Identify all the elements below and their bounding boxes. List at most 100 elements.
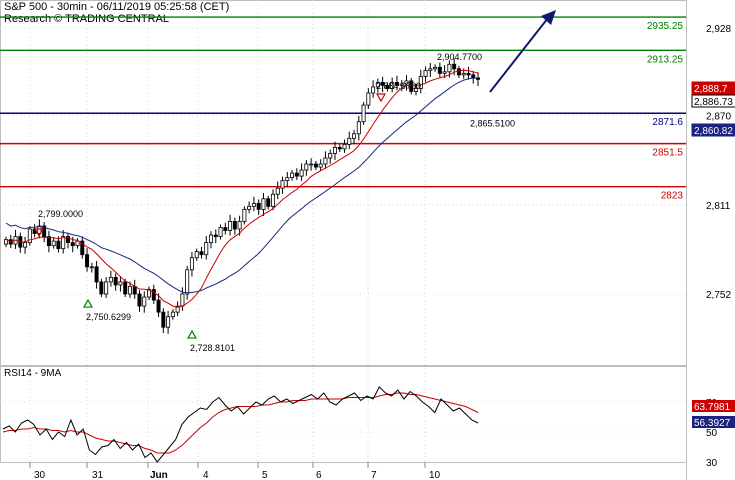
price-tag-label: 2,886.73 bbox=[694, 97, 733, 108]
fast-ma-line bbox=[5, 69, 479, 308]
rsi-tag bbox=[692, 416, 735, 428]
candle-body bbox=[256, 202, 261, 210]
rsi-tag-label: 63.7981 bbox=[694, 402, 731, 413]
candle-body bbox=[94, 266, 99, 283]
candle-body bbox=[313, 163, 318, 168]
price-annotation: 2,904.7700 bbox=[437, 52, 482, 62]
candle-body bbox=[261, 198, 266, 210]
candle-body bbox=[185, 269, 190, 295]
candle-body bbox=[337, 146, 342, 150]
candle-body bbox=[328, 153, 333, 159]
candle-body bbox=[270, 193, 275, 207]
candle-body bbox=[437, 66, 442, 74]
candle-body bbox=[418, 75, 423, 89]
candle-body bbox=[180, 293, 185, 307]
candle-body bbox=[247, 205, 252, 210]
candle-body bbox=[342, 143, 347, 150]
price-tag-label: 2,860.82 bbox=[694, 126, 733, 137]
forecast-arrow-head bbox=[541, 10, 556, 25]
candle-body bbox=[42, 225, 47, 237]
candle-body bbox=[75, 240, 80, 247]
candle-body bbox=[161, 311, 166, 328]
candle-body bbox=[237, 221, 242, 230]
candle-body bbox=[213, 234, 218, 237]
rsi-tag bbox=[692, 400, 735, 412]
swing-high-marker bbox=[33, 228, 45, 238]
candle-body bbox=[366, 92, 371, 106]
rsi-panel-title: RSI14 - 9MA bbox=[4, 368, 62, 379]
candle-body bbox=[323, 157, 328, 165]
price-tick-label: 2,811 bbox=[706, 201, 731, 212]
candle-body bbox=[361, 104, 366, 123]
candle-body bbox=[151, 289, 156, 301]
candle-body bbox=[175, 305, 180, 313]
candle-body bbox=[118, 281, 123, 286]
candle-body bbox=[156, 299, 161, 313]
x-tick-label: 7 bbox=[371, 470, 377, 480]
candle-body bbox=[27, 228, 32, 244]
candle-body bbox=[280, 180, 285, 189]
candle-body bbox=[37, 225, 42, 234]
candle-body bbox=[85, 254, 90, 268]
candle-body bbox=[433, 66, 438, 70]
candle-body bbox=[332, 146, 337, 154]
candle-body bbox=[46, 236, 51, 247]
price-annotation: 2,884.9700 bbox=[376, 81, 421, 91]
candle-body bbox=[123, 281, 128, 295]
candle-body bbox=[242, 208, 247, 222]
rsi-panel-frame bbox=[0, 366, 687, 463]
candle-body bbox=[137, 293, 142, 307]
candle-body bbox=[399, 83, 404, 86]
candle-body bbox=[65, 236, 70, 244]
x-tick-label: 30 bbox=[34, 470, 46, 480]
candle-body bbox=[456, 68, 461, 76]
price-annotation: 2,799.0000 bbox=[38, 209, 83, 219]
candle-body bbox=[132, 286, 137, 295]
candle-body bbox=[409, 80, 414, 92]
candle-body bbox=[394, 82, 399, 86]
price-tick-label: 2,870 bbox=[706, 112, 731, 123]
x-tick-label: 6 bbox=[316, 470, 322, 480]
candle-body bbox=[471, 74, 476, 79]
candle-body bbox=[204, 242, 209, 256]
candle-body bbox=[199, 251, 204, 256]
candle-body bbox=[218, 227, 223, 237]
candle-body bbox=[294, 172, 299, 177]
x-tick-label: 31 bbox=[92, 470, 104, 480]
slow-ma-line bbox=[5, 77, 479, 294]
candle-body bbox=[304, 163, 309, 171]
candle-body bbox=[423, 69, 428, 77]
candle-body bbox=[127, 286, 132, 295]
candle-body bbox=[223, 227, 228, 231]
candle-body bbox=[414, 88, 419, 92]
candle-body bbox=[352, 133, 357, 139]
candle-body bbox=[104, 281, 109, 295]
level-label: 2913.25 bbox=[647, 54, 684, 65]
candle-body bbox=[142, 296, 147, 307]
price-tick-label: 2,752 bbox=[706, 290, 731, 301]
rsi-tag-label: 56.3927 bbox=[694, 418, 731, 429]
candle-body bbox=[371, 86, 376, 94]
candle-body bbox=[56, 240, 61, 250]
candle-body bbox=[375, 82, 380, 88]
candle-body bbox=[89, 266, 94, 269]
candle-body bbox=[228, 221, 233, 231]
candle-body bbox=[275, 187, 280, 195]
level-label: 2871.6 bbox=[652, 117, 683, 128]
x-tick-label: 10 bbox=[429, 470, 441, 480]
candle-body bbox=[290, 172, 295, 179]
candle-body bbox=[108, 276, 113, 283]
candle-body bbox=[442, 71, 447, 74]
swing-low-marker bbox=[186, 329, 198, 339]
candle-body bbox=[70, 242, 75, 247]
price-panel-frame bbox=[0, 0, 687, 366]
candle-body bbox=[299, 169, 304, 177]
candle-body bbox=[452, 63, 457, 70]
candle-body bbox=[461, 72, 466, 76]
candle-body bbox=[356, 121, 361, 135]
price-annotation: 2,728.8101 bbox=[190, 343, 235, 353]
swing-high-marker bbox=[375, 93, 387, 103]
candle-body bbox=[251, 202, 256, 207]
rsi-line bbox=[2, 386, 479, 463]
